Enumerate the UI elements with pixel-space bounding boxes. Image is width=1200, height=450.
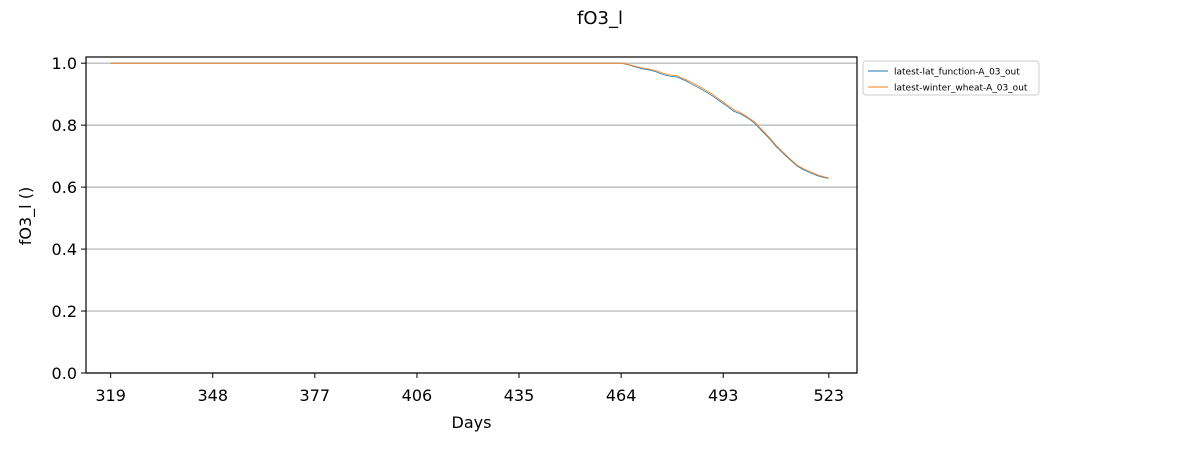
y-tick-label: 0.4 [52,240,77,259]
plot-area: 319 348 377 406 435 464 493 523 0.0 0.2 0.4 0.6 0.8 1… [52,54,858,405]
axes-frame [85,56,858,374]
legend-entry: latest-winter_wheat-A_03_out [894,84,1028,94]
x-tick-label: 493 [708,386,739,405]
x-tick-label: 435 [504,386,535,405]
legend: latest-lat_function-A_03_out latest-winte… [862,60,1040,96]
y-tick-label: 0.8 [52,116,77,135]
y-tick-label: 0.0 [52,364,77,383]
y-tick-label: 1.0 [52,54,77,73]
x-tick-label: 406 [402,386,433,405]
x-tick-label: 348 [197,386,228,405]
x-axis-label: Days [452,413,492,432]
x-tick-label: 377 [300,386,331,405]
y-axis-label: fO3_l () [16,187,36,245]
chart-title: fO3_l [577,8,623,29]
series-line [110,62,829,179]
x-tick-label: 523 [814,386,845,405]
x-tick-label: 464 [606,386,637,405]
y-tick-label: 0.6 [52,178,77,197]
series-line [110,62,829,179]
legend-entry: latest-lat_function-A_03_out [894,68,1020,78]
y-tick-label: 0.2 [52,302,77,321]
x-tick-label: 319 [95,386,126,405]
legend-box [862,60,1040,96]
